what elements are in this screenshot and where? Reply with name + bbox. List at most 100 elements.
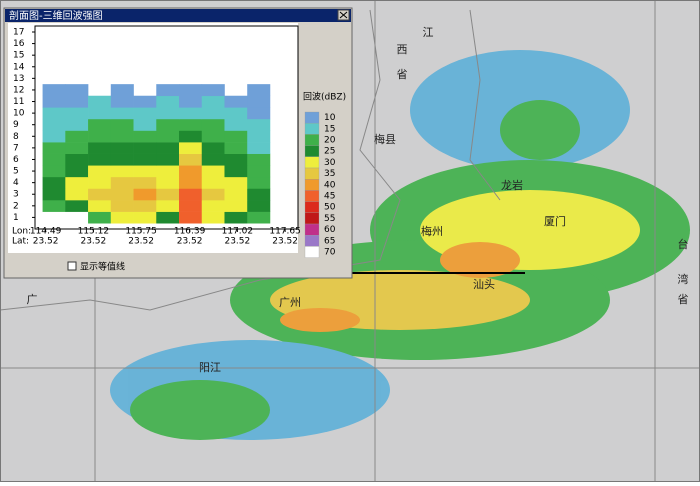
echo-cell bbox=[133, 211, 157, 224]
y-tick-label: 4 bbox=[13, 178, 19, 188]
echo-cell bbox=[65, 153, 89, 166]
echo-cell bbox=[224, 107, 248, 120]
echo-cell bbox=[156, 130, 180, 143]
x-tick-label: 117.65 bbox=[269, 227, 301, 237]
map-label: 广 bbox=[27, 293, 38, 306]
echo-cell bbox=[224, 153, 248, 166]
legend-label: 35 bbox=[324, 169, 335, 179]
echo-cell bbox=[224, 142, 248, 154]
legend-swatch bbox=[304, 201, 320, 213]
echo-cell bbox=[88, 153, 112, 166]
map-label: 广州 bbox=[279, 296, 301, 309]
legend-swatch bbox=[304, 111, 320, 124]
legend-swatch bbox=[304, 212, 320, 225]
echo-cell bbox=[201, 211, 225, 224]
echo-cell bbox=[247, 130, 271, 143]
lat-tick-label: 23.52 bbox=[80, 237, 106, 247]
echo-cell bbox=[224, 130, 248, 143]
echo-cell bbox=[42, 176, 66, 189]
lat-tick-label: 23.52 bbox=[224, 237, 250, 247]
radar-echo bbox=[110, 50, 690, 440]
legend-label: 10 bbox=[324, 113, 336, 123]
echo-cell bbox=[201, 130, 225, 143]
echo-cell bbox=[65, 130, 89, 143]
echo-cell bbox=[133, 153, 157, 166]
echo-cell bbox=[133, 107, 157, 120]
legend-title: 回波(dBZ) bbox=[303, 91, 346, 103]
echo-cell bbox=[88, 176, 112, 189]
map-label: 省 bbox=[678, 293, 689, 306]
legend-label: 70 bbox=[324, 248, 336, 258]
echo-cell bbox=[156, 118, 180, 131]
legend-swatch bbox=[304, 179, 320, 191]
map-label: 龙岩 bbox=[501, 178, 523, 192]
legend-swatch bbox=[304, 223, 320, 236]
map-label: 阳江 bbox=[199, 361, 221, 374]
echo-cell bbox=[156, 176, 180, 189]
echo-cell bbox=[179, 130, 203, 143]
echo-cell bbox=[179, 153, 203, 166]
echo-cell bbox=[133, 176, 157, 189]
echo-cell bbox=[42, 165, 66, 178]
x-tick-label: 116.39 bbox=[174, 227, 206, 237]
echo-cell bbox=[224, 211, 248, 224]
y-tick-label: 14 bbox=[13, 62, 25, 72]
echo-cell bbox=[156, 84, 180, 97]
legend-swatch bbox=[304, 167, 320, 180]
echo-cell bbox=[201, 188, 225, 201]
legend-label: 65 bbox=[324, 236, 335, 246]
echo-cell bbox=[224, 118, 248, 131]
echo-cell bbox=[247, 211, 271, 224]
echo-cell bbox=[224, 200, 248, 212]
echo-cell bbox=[42, 118, 66, 131]
y-tick-label: 6 bbox=[13, 155, 19, 165]
lat-tick-label: 23.52 bbox=[177, 237, 203, 247]
checkbox-label[interactable]: 显示等值线 bbox=[80, 261, 125, 273]
y-tick-label: 3 bbox=[13, 190, 19, 200]
echo-cell bbox=[179, 142, 203, 154]
echo-cell bbox=[88, 130, 112, 143]
echo-cell bbox=[179, 118, 203, 131]
checkbox[interactable] bbox=[67, 261, 77, 271]
legend-label: 60 bbox=[324, 225, 336, 235]
echo-cell bbox=[65, 188, 89, 201]
echo-cell bbox=[247, 118, 271, 131]
lat-tick-label: 23.52 bbox=[128, 237, 154, 247]
legend-label: 50 bbox=[324, 203, 336, 213]
map-label: 江 bbox=[423, 26, 434, 39]
legend-label: 45 bbox=[324, 192, 335, 202]
legend-label: 40 bbox=[324, 180, 336, 190]
echo-cell bbox=[179, 211, 203, 224]
echo-cell bbox=[42, 188, 66, 201]
legend-swatch bbox=[304, 134, 320, 146]
echo-cell bbox=[224, 165, 248, 178]
lat-tick-label: 23.52 bbox=[33, 237, 59, 247]
echo-cell bbox=[247, 188, 271, 201]
window-title: 剖面图-三维回波强图 bbox=[9, 9, 103, 22]
map-label: 西 bbox=[397, 43, 408, 56]
echo-cell bbox=[133, 142, 157, 154]
echo-cell bbox=[88, 107, 112, 120]
echo-cell bbox=[201, 84, 225, 97]
y-tick-label: 2 bbox=[13, 201, 19, 211]
lon-label: Lon: bbox=[12, 227, 31, 237]
echo-cell bbox=[65, 118, 89, 131]
echo-cell bbox=[110, 107, 134, 120]
legend-label: 20 bbox=[324, 136, 336, 146]
echo-cell bbox=[88, 211, 112, 224]
x-tick-label: 117.02 bbox=[222, 227, 254, 237]
echo-cell bbox=[42, 130, 66, 143]
echo-cell bbox=[110, 165, 134, 178]
section-chart: 1234567891011121314151617Lon:Lat:114.492… bbox=[12, 25, 346, 258]
echo-cell bbox=[224, 188, 248, 201]
lat-label: Lat: bbox=[12, 237, 29, 247]
echo-cell bbox=[65, 95, 89, 108]
echo-cell bbox=[88, 95, 112, 108]
y-tick-label: 13 bbox=[13, 74, 24, 84]
echo-cell bbox=[42, 84, 66, 97]
echo-cell bbox=[65, 107, 89, 120]
lat-tick-label: 23.52 bbox=[272, 237, 298, 247]
echo-cell bbox=[179, 200, 203, 212]
legend-swatch bbox=[304, 246, 320, 258]
